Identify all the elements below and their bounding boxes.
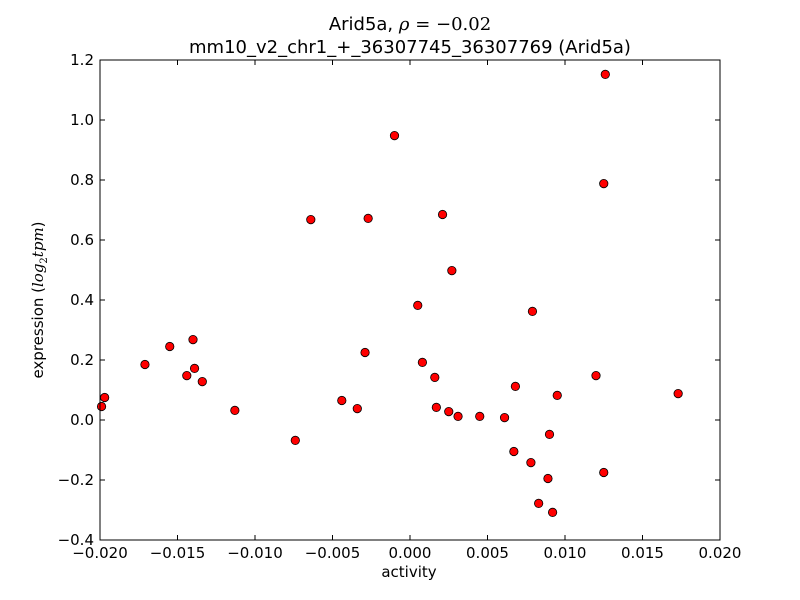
data-point — [189, 363, 200, 373]
title-gene: Arid5a, — [329, 14, 399, 35]
data-point — [475, 411, 485, 421]
data-point — [197, 376, 207, 387]
data-point — [389, 131, 400, 141]
y-label-close: ) — [29, 221, 47, 227]
data-point — [100, 392, 110, 403]
data-point — [673, 388, 683, 399]
data-point — [437, 209, 448, 220]
data-point — [188, 334, 198, 345]
y-label-math-var: tpm — [29, 227, 47, 257]
chart-title: Arid5a, ρ = −0.02 — [329, 14, 491, 35]
y-tick-label: 1.2 — [70, 51, 94, 69]
y-tick-label: −0.4 — [58, 531, 94, 549]
y-tick-label: 0.8 — [70, 171, 94, 189]
chart-subtitle: mm10_v2_chr1_+_36307745_36307769 (Arid5a… — [189, 37, 631, 58]
data-point — [547, 507, 558, 518]
y-label-math-base: log — [29, 264, 47, 287]
title-rho-symbol: ρ — [398, 14, 410, 35]
x-tick-label: 0.005 — [466, 544, 509, 562]
data-point — [600, 69, 610, 80]
plot-area: −0.020 −0.015 −0.010 −0.005 0.000 0.005 0.010 0… — [58, 51, 742, 562]
data-point — [431, 402, 441, 412]
x-tick-label: −0.010 — [227, 544, 283, 562]
data-point — [444, 406, 454, 417]
y-tick-label: −0.2 — [58, 471, 94, 489]
data-point — [534, 498, 544, 508]
data-point — [526, 457, 536, 468]
data-point — [413, 300, 423, 310]
data-point — [509, 446, 519, 457]
data-point — [140, 359, 150, 370]
x-tick-label: −0.020 — [72, 544, 128, 562]
y-label-text: expression ( — [29, 287, 47, 379]
data-point — [230, 405, 240, 415]
x-tick-label: −0.005 — [305, 544, 361, 562]
data-point — [182, 370, 192, 381]
y-tick-label: 0.6 — [70, 231, 94, 249]
x-tick-label: −0.015 — [150, 544, 206, 562]
data-point — [96, 401, 107, 412]
x-tick-label: 0.000 — [389, 544, 432, 562]
x-axis-label: activity — [381, 563, 436, 581]
x-tick-label: 0.010 — [544, 544, 587, 562]
data-point — [352, 403, 362, 414]
data-point — [591, 370, 601, 381]
y-tick-label: 1.0 — [70, 111, 94, 129]
data-point — [599, 179, 609, 189]
data-point — [510, 381, 521, 391]
title-rho-value: = −0.02 — [409, 14, 491, 35]
data-point — [417, 357, 427, 367]
y-tick-label: 0.2 — [70, 351, 94, 369]
data-point — [499, 412, 510, 423]
y-label-math-sub: 2 — [39, 257, 50, 263]
data-point — [552, 390, 562, 400]
x-tick-label: 0.015 — [621, 544, 664, 562]
data-point — [290, 435, 300, 445]
data-point — [337, 395, 347, 406]
data-point — [165, 341, 175, 352]
data-point — [527, 306, 538, 316]
data-point — [447, 265, 457, 276]
data-point — [360, 347, 370, 358]
y-tick-label: 0.0 — [70, 411, 94, 429]
y-tick-label: 0.4 — [70, 291, 94, 309]
data-point — [430, 372, 440, 382]
data-point — [543, 473, 553, 484]
data-point — [306, 215, 316, 225]
y-axis-label: expression (log2tpm) — [29, 221, 50, 378]
data-point — [363, 213, 373, 223]
data-point — [453, 411, 463, 421]
data-point — [544, 429, 555, 439]
data-point — [599, 467, 609, 478]
x-tick-label: 0.020 — [699, 544, 742, 562]
